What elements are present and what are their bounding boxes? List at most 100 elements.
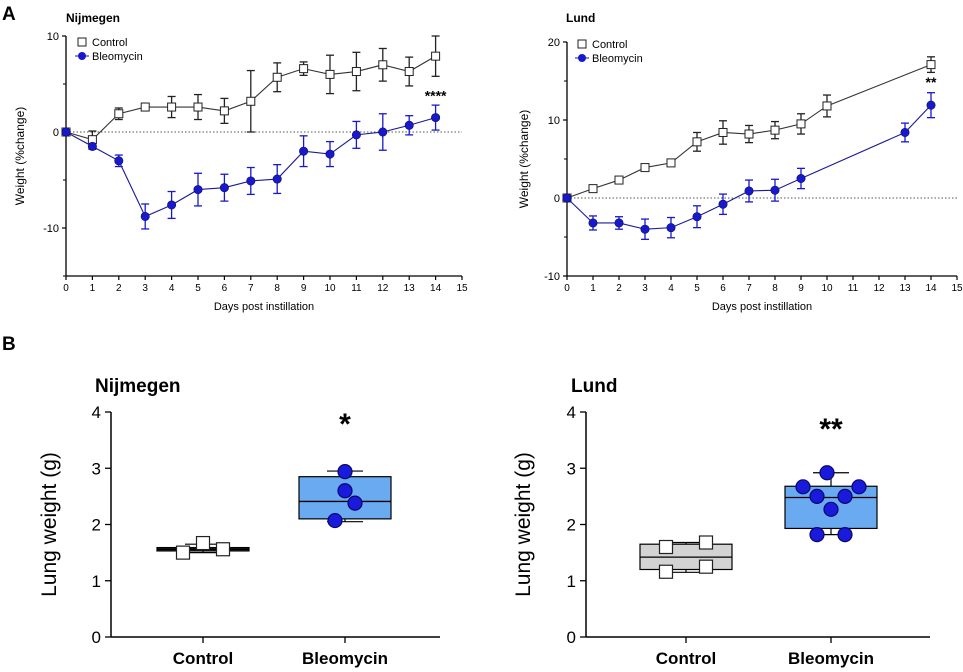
data-point-control [926, 60, 936, 70]
data-point-control [404, 67, 414, 77]
data-point-bleomycin [796, 174, 806, 184]
data-point-bleomycin [337, 483, 353, 499]
series-line-bleomycin [566, 104, 932, 230]
y-axis-label: Lung weight (g) [38, 452, 61, 597]
x-tick-label: 12 [377, 283, 389, 294]
x-tick-label: 3 [642, 283, 648, 294]
data-point-control [299, 64, 309, 74]
data-point-bleomycin [692, 212, 702, 222]
legend-marker-control [77, 37, 87, 47]
legend-label: Bleomycin [92, 51, 143, 63]
chart-b-nijmegen-lung-weight: Nijmegen 0 1 2 3 4 Lung weight (g) Control Bleom… [38, 376, 440, 668]
data-point-control [614, 175, 624, 185]
x-tick-label: 0 [564, 283, 570, 294]
data-point-bleomycin [809, 488, 825, 504]
y-tick-label: -10 [43, 223, 59, 235]
data-point-control [215, 542, 231, 557]
data-point-control [770, 125, 780, 135]
data-point-bleomycin [431, 113, 441, 123]
x-tick-label: 10 [821, 283, 833, 294]
data-point-bleomycin [926, 100, 936, 110]
data-point-bleomycin [337, 464, 353, 480]
data-point-control [666, 158, 676, 168]
y-axis-label: Lung weight (g) [512, 452, 535, 597]
data-point-bleomycin [272, 174, 282, 184]
data-point-bleomycin [588, 218, 598, 228]
y-tick-label: 10 [47, 31, 59, 43]
data-point-bleomycin [823, 501, 839, 517]
x-tick-label: 10 [324, 283, 336, 294]
y-tick-label: 0 [567, 628, 576, 647]
x-tick-label: 13 [899, 283, 911, 294]
y-tick-label: 3 [92, 459, 101, 478]
data-point-bleomycin [299, 146, 309, 156]
x-tick-label: 7 [248, 283, 254, 294]
x-tick-label: 13 [404, 283, 416, 294]
data-point-control [796, 119, 806, 129]
panel-label-a: A [2, 4, 16, 25]
data-point-bleomycin [837, 527, 853, 543]
y-tick-label: 1 [567, 572, 576, 591]
x-tick-label: 6 [222, 283, 228, 294]
data-point-bleomycin [87, 141, 97, 151]
data-point-bleomycin [140, 211, 150, 221]
data-point-bleomycin [351, 130, 361, 140]
x-tick-label: 1 [90, 283, 96, 294]
legend-label: Bleomycin [592, 53, 643, 65]
data-point-control [193, 102, 203, 112]
data-point-control [175, 545, 191, 560]
data-point-bleomycin [114, 156, 124, 166]
data-point-control [698, 559, 714, 574]
x-tick-label: 14 [925, 283, 937, 294]
x-tick-label: 7 [746, 283, 752, 294]
data-point-bleomycin [614, 218, 624, 228]
y-tick-label: 4 [567, 403, 576, 422]
data-point-control [195, 535, 211, 551]
y-tick-label: 20 [548, 37, 560, 49]
x-tick-label: Bleomycin [788, 649, 874, 668]
legend-marker-bleomycin [578, 54, 586, 62]
y-axis-label: Weight (%change) [13, 107, 27, 206]
panel-label-b: B [2, 334, 16, 355]
x-tick-label: 9 [301, 283, 307, 294]
x-tick-label: 11 [351, 283, 362, 294]
y-axis-label: Weight (%change) [517, 110, 531, 209]
data-point-control [692, 137, 702, 147]
y-tick-label: -10 [544, 271, 560, 283]
chart-title: Lund [566, 11, 595, 25]
data-point-control [431, 51, 441, 61]
data-point-control [640, 163, 650, 173]
significance-stars: ** [926, 74, 937, 90]
x-tick-label: 2 [116, 283, 122, 294]
data-point-bleomycin [809, 527, 825, 543]
data-point-control [658, 539, 674, 555]
x-tick-label: 14 [430, 283, 442, 294]
y-tick-label: 0 [554, 193, 560, 205]
x-tick-label: 2 [616, 283, 622, 294]
data-point-control [272, 72, 282, 82]
x-tick-label: 9 [798, 283, 804, 294]
significance-stars: * [339, 408, 351, 441]
data-point-bleomycin [404, 120, 414, 130]
x-tick-label: 6 [720, 283, 726, 294]
x-tick-label: 15 [456, 283, 468, 294]
significance-stars: **** [425, 87, 447, 103]
data-point-control [219, 106, 229, 116]
data-point-control [325, 69, 335, 79]
data-point-bleomycin [718, 199, 728, 209]
y-tick-label: 0 [53, 127, 59, 139]
chart-title: Nijmegen [66, 11, 120, 25]
chart-title: Lund [571, 376, 617, 397]
y-tick-label: 3 [567, 459, 576, 478]
y-tick-label: 1 [92, 572, 101, 591]
data-point-bleomycin [640, 224, 650, 234]
x-tick-label: Control [173, 649, 233, 668]
data-point-control [378, 60, 388, 70]
x-tick-label: 8 [274, 283, 280, 294]
chart-title: Nijmegen [95, 376, 181, 397]
x-tick-label: 0 [63, 283, 69, 294]
data-point-bleomycin [819, 465, 835, 481]
data-point-control [744, 129, 754, 139]
